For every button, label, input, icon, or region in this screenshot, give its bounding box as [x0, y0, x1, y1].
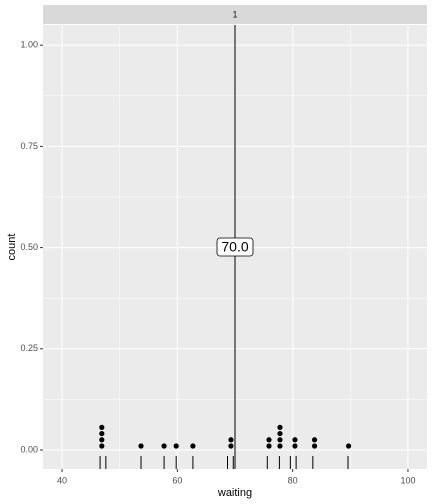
facet-strip	[43, 5, 427, 24]
dot	[161, 443, 167, 449]
y-tick-label: 0.25	[20, 343, 38, 353]
dot	[266, 437, 272, 443]
y-tick-label: 0.00	[20, 444, 38, 454]
dot	[99, 443, 105, 449]
dot	[99, 424, 105, 430]
dot	[228, 443, 234, 449]
dot	[311, 437, 318, 443]
x-axis-title: waiting	[217, 487, 252, 499]
dot	[345, 443, 352, 449]
dot	[277, 443, 283, 449]
x-tick-label: 100	[400, 475, 415, 485]
y-axis-title: count	[6, 234, 18, 261]
dot	[292, 443, 298, 449]
dot	[99, 430, 105, 437]
dot	[228, 437, 234, 443]
dot	[138, 443, 144, 449]
dot	[277, 437, 283, 443]
facet-label: 1	[232, 9, 237, 19]
x-tick-label: 80	[288, 475, 298, 485]
x-tick-label: 60	[172, 475, 182, 485]
y-tick-label: 0.50	[20, 242, 38, 252]
vline-label: 70.0	[221, 239, 248, 255]
vline-label-box	[216, 237, 254, 257]
dot	[173, 443, 179, 449]
dot	[266, 443, 272, 449]
dot	[277, 424, 283, 430]
dot	[99, 437, 105, 443]
x-tick-label: 40	[57, 475, 67, 485]
y-tick-label: 0.75	[20, 141, 38, 151]
dot	[292, 437, 298, 443]
dot	[190, 443, 196, 449]
dot	[311, 443, 318, 449]
y-tick-label: 1.00	[20, 40, 38, 50]
dot	[277, 430, 283, 437]
